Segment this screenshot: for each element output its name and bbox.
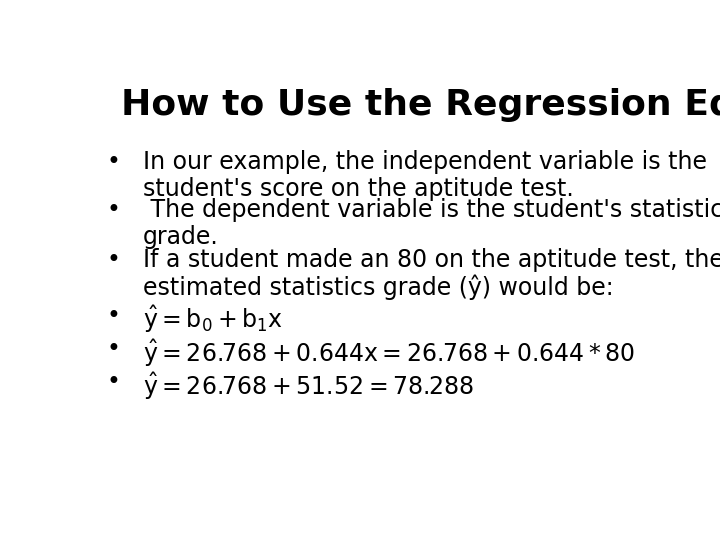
Text: •: •	[107, 198, 121, 222]
Text: estimated statistics grade (ŷ) would be:: estimated statistics grade (ŷ) would be:	[143, 275, 613, 300]
Text: grade.: grade.	[143, 225, 219, 249]
Text: $\mathregular{\hat{y} = 26.768 + 51.52 = 78.288}$: $\mathregular{\hat{y} = 26.768 + 51.52 =…	[143, 370, 474, 402]
Text: •: •	[107, 304, 121, 328]
Text: In our example, the independent variable is the: In our example, the independent variable…	[143, 150, 707, 174]
Text: If a student made an 80 on the aptitude test, the: If a student made an 80 on the aptitude …	[143, 248, 720, 272]
Text: •: •	[107, 337, 121, 361]
Text: •: •	[107, 150, 121, 174]
Text: How to Use the Regression Equation: How to Use the Regression Equation	[121, 87, 720, 122]
Text: •: •	[107, 248, 121, 272]
Text: The dependent variable is the student's statistics: The dependent variable is the student's …	[143, 198, 720, 222]
Text: student's score on the aptitude test.: student's score on the aptitude test.	[143, 177, 574, 201]
Text: $\mathregular{\hat{y} = 26.768 + 0.644x = 26.768 + 0.644 * 80}$: $\mathregular{\hat{y} = 26.768 + 0.644x …	[143, 337, 635, 369]
Text: •: •	[107, 370, 121, 394]
Text: $\mathregular{\hat{y} = b_0 + b_1 x}$: $\mathregular{\hat{y} = b_0 + b_1 x}$	[143, 304, 283, 335]
